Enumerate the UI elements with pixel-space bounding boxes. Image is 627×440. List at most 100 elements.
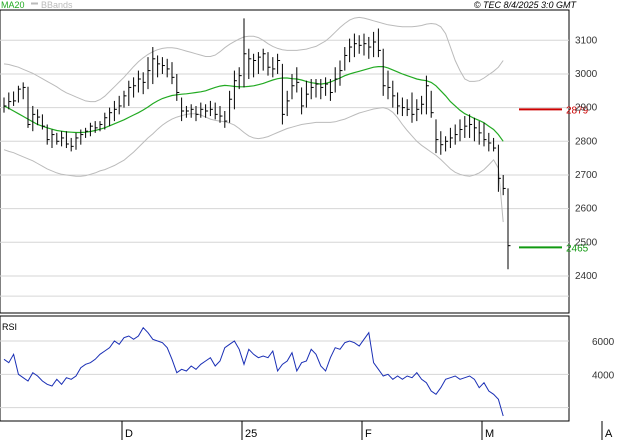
price-bar: [65, 131, 69, 149]
price-bar: [209, 100, 213, 117]
price-bar: [238, 67, 242, 90]
price-bar: [488, 132, 492, 152]
price-bar: [421, 95, 425, 115]
price-bar: [229, 90, 233, 123]
price-y-tick: 2900: [575, 103, 598, 114]
price-panel-frame: [0, 9, 570, 314]
price-bar: [219, 105, 223, 123]
x-tick-label: 25: [245, 428, 257, 440]
price-bar: [61, 131, 65, 147]
price-bar: [32, 105, 36, 132]
price-bar: [406, 99, 410, 117]
price-bar: [51, 129, 55, 149]
price-bar: [70, 137, 74, 152]
rsi-gridlines: [0, 340, 569, 409]
price-bar: [214, 102, 218, 120]
price-bar: [80, 129, 84, 145]
legend-bbands-swatch: [31, 2, 38, 5]
price-bar: [13, 91, 17, 106]
price-bar: [430, 90, 434, 118]
support-level-label: 2465: [566, 243, 589, 254]
price-bar: [339, 60, 343, 86]
price-bar: [296, 67, 300, 93]
price-bar: [277, 53, 281, 74]
price-y-tick: 2700: [575, 170, 598, 181]
price-bar: [37, 109, 41, 126]
price-bar: [445, 136, 449, 152]
price-bar: [329, 79, 333, 101]
price-bar: [454, 124, 458, 145]
price-bar: [8, 92, 12, 110]
bbands-series: [3, 16, 504, 223]
rsi-y-tick: 6000: [592, 337, 615, 348]
price-bar: [497, 144, 501, 192]
price-bar: [185, 105, 189, 118]
price-bar: [85, 127, 89, 138]
price-bar: [128, 80, 132, 106]
rsi-panel: 6000 4000 RSI: [0, 315, 615, 422]
price-bar: [176, 73, 180, 101]
x-tick-label: D: [125, 428, 133, 440]
rsi-panel-frame: [0, 315, 570, 422]
price-bars: [3, 18, 511, 270]
rsi-line: [3, 326, 504, 417]
price-levels: 2879 2465: [519, 105, 589, 254]
price-bar: [368, 36, 372, 59]
price-bar: [493, 137, 497, 152]
price-bar: [392, 80, 396, 108]
price-bar: [118, 95, 122, 115]
price-bar: [483, 122, 487, 147]
price-bar: [440, 131, 444, 155]
price-bar: [133, 77, 137, 98]
price-bar: [373, 31, 377, 58]
price-bar: [262, 48, 266, 71]
price-bar: [382, 48, 386, 96]
x-axis: D 25 F M A: [121, 421, 613, 440]
price-bar: [397, 92, 401, 115]
copyright-text: © TEC 8/4/2025 3:0 GMT: [474, 0, 578, 10]
price-bar: [478, 121, 482, 145]
price-bar: [147, 57, 151, 90]
bbands-lower-line: [3, 107, 504, 223]
price-bar: [286, 90, 290, 117]
price-bar: [248, 48, 252, 80]
legend: MA20 BBands © TEC 8/4/2025 3:0 GMT: [1, 0, 577, 10]
x-tick-label: F: [365, 428, 372, 440]
price-bar: [113, 100, 117, 122]
rsi-y-tick: 4000: [592, 370, 615, 381]
price-bar: [281, 63, 285, 125]
price-bar: [502, 174, 506, 196]
price-bar: [305, 80, 309, 108]
price-bar: [152, 47, 156, 85]
price-bar: [387, 70, 391, 100]
price-bar: [56, 132, 60, 145]
price-bar: [358, 35, 362, 54]
price-bar: [233, 70, 237, 110]
price-y-tick: 2800: [575, 136, 598, 147]
resistance-level-label: 2879: [566, 105, 589, 116]
price-bar: [353, 33, 357, 58]
rsi-y-axis: 6000 4000: [592, 337, 615, 381]
price-bar: [41, 114, 45, 130]
price-bar: [46, 124, 50, 145]
price-bar: [325, 77, 329, 96]
price-bar: [363, 33, 367, 56]
price-bar: [142, 72, 146, 95]
price-bar: [75, 132, 79, 150]
price-bar: [473, 117, 477, 142]
price-bar: [272, 57, 276, 78]
legend-ma20: MA20: [1, 0, 25, 10]
price-bar: [224, 111, 228, 128]
ma20-series: [3, 65, 504, 142]
price-bar: [243, 18, 247, 88]
price-bar: [27, 86, 31, 128]
price-y-tick: 2500: [575, 237, 598, 248]
price-bar: [17, 85, 21, 103]
price-bar: [205, 104, 209, 118]
price-bar: [181, 97, 185, 122]
price-y-tick: 3000: [575, 69, 598, 80]
x-tick-label: A: [605, 428, 613, 440]
price-bar: [89, 122, 93, 137]
price-bar: [301, 87, 305, 115]
